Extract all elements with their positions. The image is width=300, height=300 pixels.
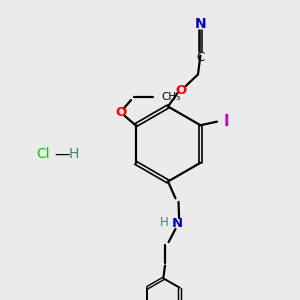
Text: H: H <box>68 148 79 161</box>
Text: N: N <box>195 17 206 31</box>
Text: H: H <box>160 215 169 229</box>
Text: O: O <box>115 106 126 119</box>
Text: —: — <box>54 147 69 162</box>
Text: N: N <box>171 217 183 230</box>
Text: C: C <box>196 51 205 64</box>
Text: O: O <box>176 83 187 97</box>
Text: Cl: Cl <box>37 148 50 161</box>
Text: CH₃: CH₃ <box>161 92 180 102</box>
Text: I: I <box>223 114 229 129</box>
